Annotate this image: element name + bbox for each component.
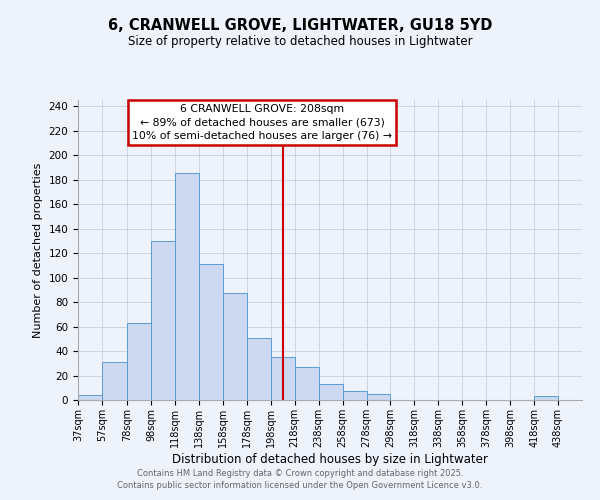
Bar: [271, 357, 295, 400]
Bar: [343, 392, 367, 400]
Bar: [223, 294, 247, 400]
Text: 6 CRANWELL GROVE: 208sqm
← 89% of detached houses are smaller (673)
10% of semi-: 6 CRANWELL GROVE: 208sqm ← 89% of detach…: [132, 104, 392, 141]
Text: Contains public sector information licensed under the Open Government Licence v3: Contains public sector information licen…: [118, 481, 482, 490]
Bar: [78, 395, 102, 400]
Bar: [199, 264, 223, 400]
Bar: [247, 338, 271, 400]
Bar: [367, 394, 391, 400]
Text: Contains HM Land Registry data © Crown copyright and database right 2025.: Contains HM Land Registry data © Crown c…: [137, 468, 463, 477]
Text: 6, CRANWELL GROVE, LIGHTWATER, GU18 5YD: 6, CRANWELL GROVE, LIGHTWATER, GU18 5YD: [108, 18, 492, 32]
X-axis label: Distribution of detached houses by size in Lightwater: Distribution of detached houses by size …: [172, 452, 488, 466]
Bar: [319, 384, 343, 400]
Bar: [175, 174, 199, 400]
Bar: [295, 367, 319, 400]
Bar: [102, 362, 127, 400]
Y-axis label: Number of detached properties: Number of detached properties: [33, 162, 43, 338]
Bar: [534, 396, 558, 400]
Bar: [127, 323, 151, 400]
Bar: [151, 241, 175, 400]
Text: Size of property relative to detached houses in Lightwater: Size of property relative to detached ho…: [128, 35, 472, 48]
